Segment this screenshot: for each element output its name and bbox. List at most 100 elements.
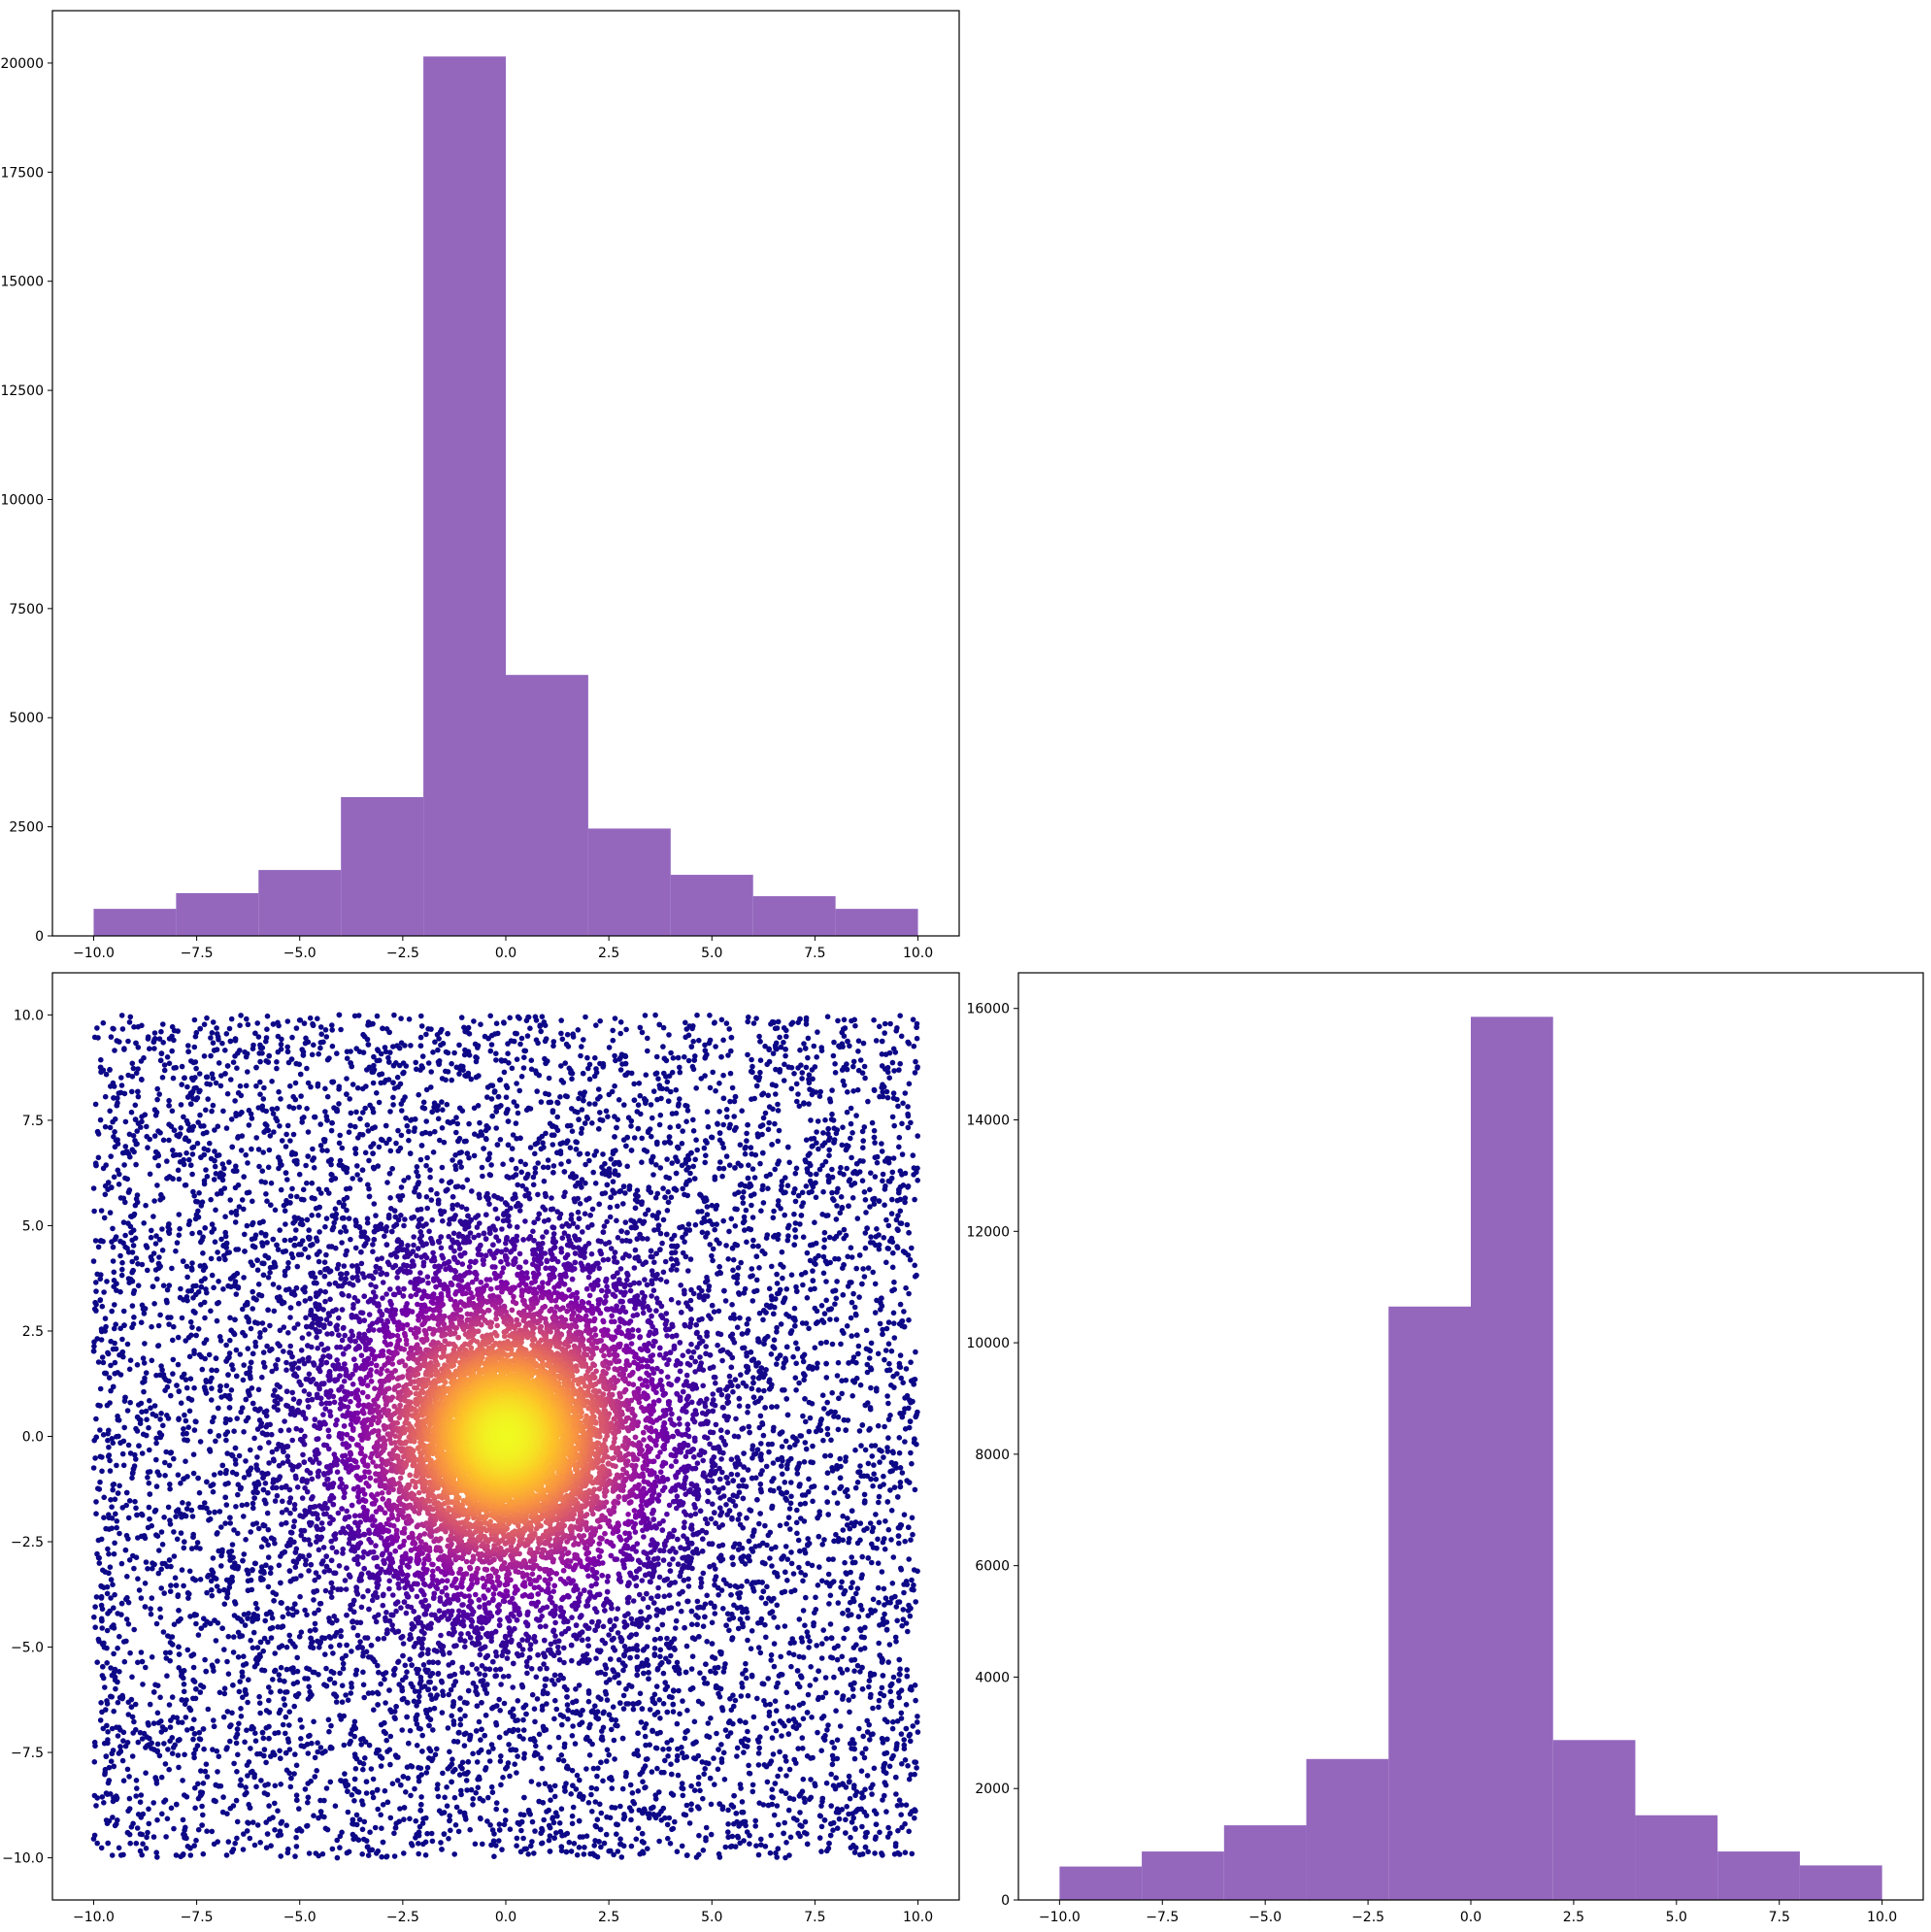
scatter-point bbox=[473, 1789, 480, 1796]
scatter-point bbox=[174, 1715, 181, 1721]
scatter-point bbox=[704, 1140, 710, 1146]
scatter-point bbox=[370, 1794, 377, 1801]
scatter-point bbox=[867, 1186, 873, 1193]
scatter-point bbox=[829, 1752, 836, 1759]
scatter-point bbox=[338, 1026, 344, 1033]
scatter-point bbox=[480, 1841, 485, 1848]
scatter-point bbox=[257, 1079, 263, 1085]
scatter-point bbox=[786, 1852, 792, 1858]
scatter-point bbox=[91, 1832, 98, 1839]
scatter-point bbox=[737, 1182, 744, 1188]
scatter-point bbox=[711, 1020, 717, 1026]
scatter-point bbox=[829, 1111, 835, 1117]
scatter-point bbox=[777, 1718, 783, 1724]
scatter-point bbox=[772, 1781, 779, 1786]
scatter-point bbox=[145, 1829, 150, 1836]
scatter-point bbox=[449, 1077, 455, 1083]
scatter-point bbox=[852, 1447, 858, 1453]
histogram-x-bar bbox=[587, 828, 671, 936]
scatter-point bbox=[831, 1489, 837, 1496]
scatter-point bbox=[901, 1737, 907, 1743]
scatter-point bbox=[220, 1714, 227, 1720]
scatter-point bbox=[880, 1673, 886, 1679]
scatter-point bbox=[894, 1226, 901, 1232]
scatter-point bbox=[902, 1395, 908, 1401]
scatter-point bbox=[662, 1757, 668, 1764]
scatter-point bbox=[775, 1138, 782, 1145]
scatter-point bbox=[204, 1015, 210, 1021]
scatter-point bbox=[189, 1324, 195, 1330]
scatter-point bbox=[386, 1747, 393, 1752]
scatter-point bbox=[261, 1084, 267, 1091]
scatter-point bbox=[833, 1775, 839, 1781]
scatter-point bbox=[142, 1604, 149, 1610]
scatter-point bbox=[112, 1340, 117, 1347]
scatter-point bbox=[136, 1587, 143, 1593]
scatter-point bbox=[108, 1665, 114, 1671]
scatter-point bbox=[148, 1606, 153, 1612]
scatter-point bbox=[652, 1071, 659, 1077]
scatter-point bbox=[404, 1122, 411, 1129]
scatter-point bbox=[703, 1824, 710, 1831]
scatter-point bbox=[843, 1626, 849, 1633]
scatter-point bbox=[703, 1152, 709, 1158]
scatter-point bbox=[850, 1645, 857, 1650]
scatter-point bbox=[237, 1083, 244, 1089]
scatter-point bbox=[848, 1105, 854, 1112]
scatter-point bbox=[292, 1150, 299, 1157]
scatter-point bbox=[557, 1094, 563, 1100]
scatter-point bbox=[898, 1715, 905, 1721]
scatter-point bbox=[272, 1207, 279, 1214]
scatter-point bbox=[893, 1216, 900, 1223]
scatter-point bbox=[275, 1049, 282, 1055]
scatter-point bbox=[400, 1070, 406, 1077]
scatter-point bbox=[804, 1710, 811, 1715]
histogram-x-xtick-label: 5.0 bbox=[701, 946, 722, 961]
scatter-point bbox=[288, 1775, 294, 1782]
scatter-point bbox=[181, 1582, 186, 1589]
scatter-point bbox=[129, 1249, 136, 1255]
scatter-point bbox=[815, 1729, 820, 1736]
scatter-point bbox=[137, 1420, 144, 1426]
scatter-point bbox=[287, 1138, 293, 1144]
scatter-point bbox=[884, 1445, 890, 1450]
scatter-point bbox=[583, 1014, 588, 1020]
scatter-point bbox=[893, 1791, 899, 1797]
scatter-point bbox=[768, 1651, 775, 1658]
scatter-point bbox=[896, 1678, 902, 1683]
scatter-point bbox=[120, 1729, 127, 1736]
scatter-point bbox=[208, 1196, 214, 1203]
scatter-point bbox=[132, 1701, 139, 1708]
scatter-point bbox=[857, 1647, 864, 1652]
scatter-point bbox=[865, 1265, 872, 1271]
scatter-point bbox=[502, 1817, 509, 1823]
scatter-point bbox=[726, 1162, 733, 1168]
scatter-point bbox=[484, 1084, 491, 1090]
scatter-point bbox=[270, 1021, 277, 1027]
scatter-point bbox=[772, 1698, 779, 1704]
scatter-point bbox=[146, 1820, 152, 1827]
scatter-point bbox=[154, 1276, 160, 1282]
scatter-point bbox=[759, 1091, 765, 1098]
scatter-point bbox=[459, 1759, 466, 1766]
scatter-point bbox=[112, 1129, 117, 1135]
scatter-point bbox=[249, 1146, 254, 1152]
scatter-point bbox=[279, 1138, 285, 1144]
scatter-point bbox=[830, 1052, 837, 1059]
scatter-point bbox=[115, 1645, 120, 1651]
scatter-point bbox=[191, 1016, 198, 1023]
scatter-point bbox=[877, 1483, 883, 1489]
scatter-point bbox=[136, 1443, 142, 1449]
scatter-point bbox=[896, 1689, 902, 1696]
scatter-point bbox=[781, 1078, 787, 1083]
scatter-point bbox=[147, 1171, 153, 1178]
scatter-point bbox=[139, 1450, 146, 1456]
scatter-point bbox=[842, 1559, 848, 1566]
scatter-point bbox=[110, 1244, 117, 1250]
scatter-point bbox=[382, 1787, 388, 1794]
scatter-point bbox=[505, 1050, 511, 1056]
scatter-point bbox=[636, 1807, 643, 1814]
scatter-point bbox=[98, 1845, 105, 1851]
scatter-point bbox=[99, 1303, 106, 1310]
scatter-point bbox=[329, 1119, 335, 1126]
